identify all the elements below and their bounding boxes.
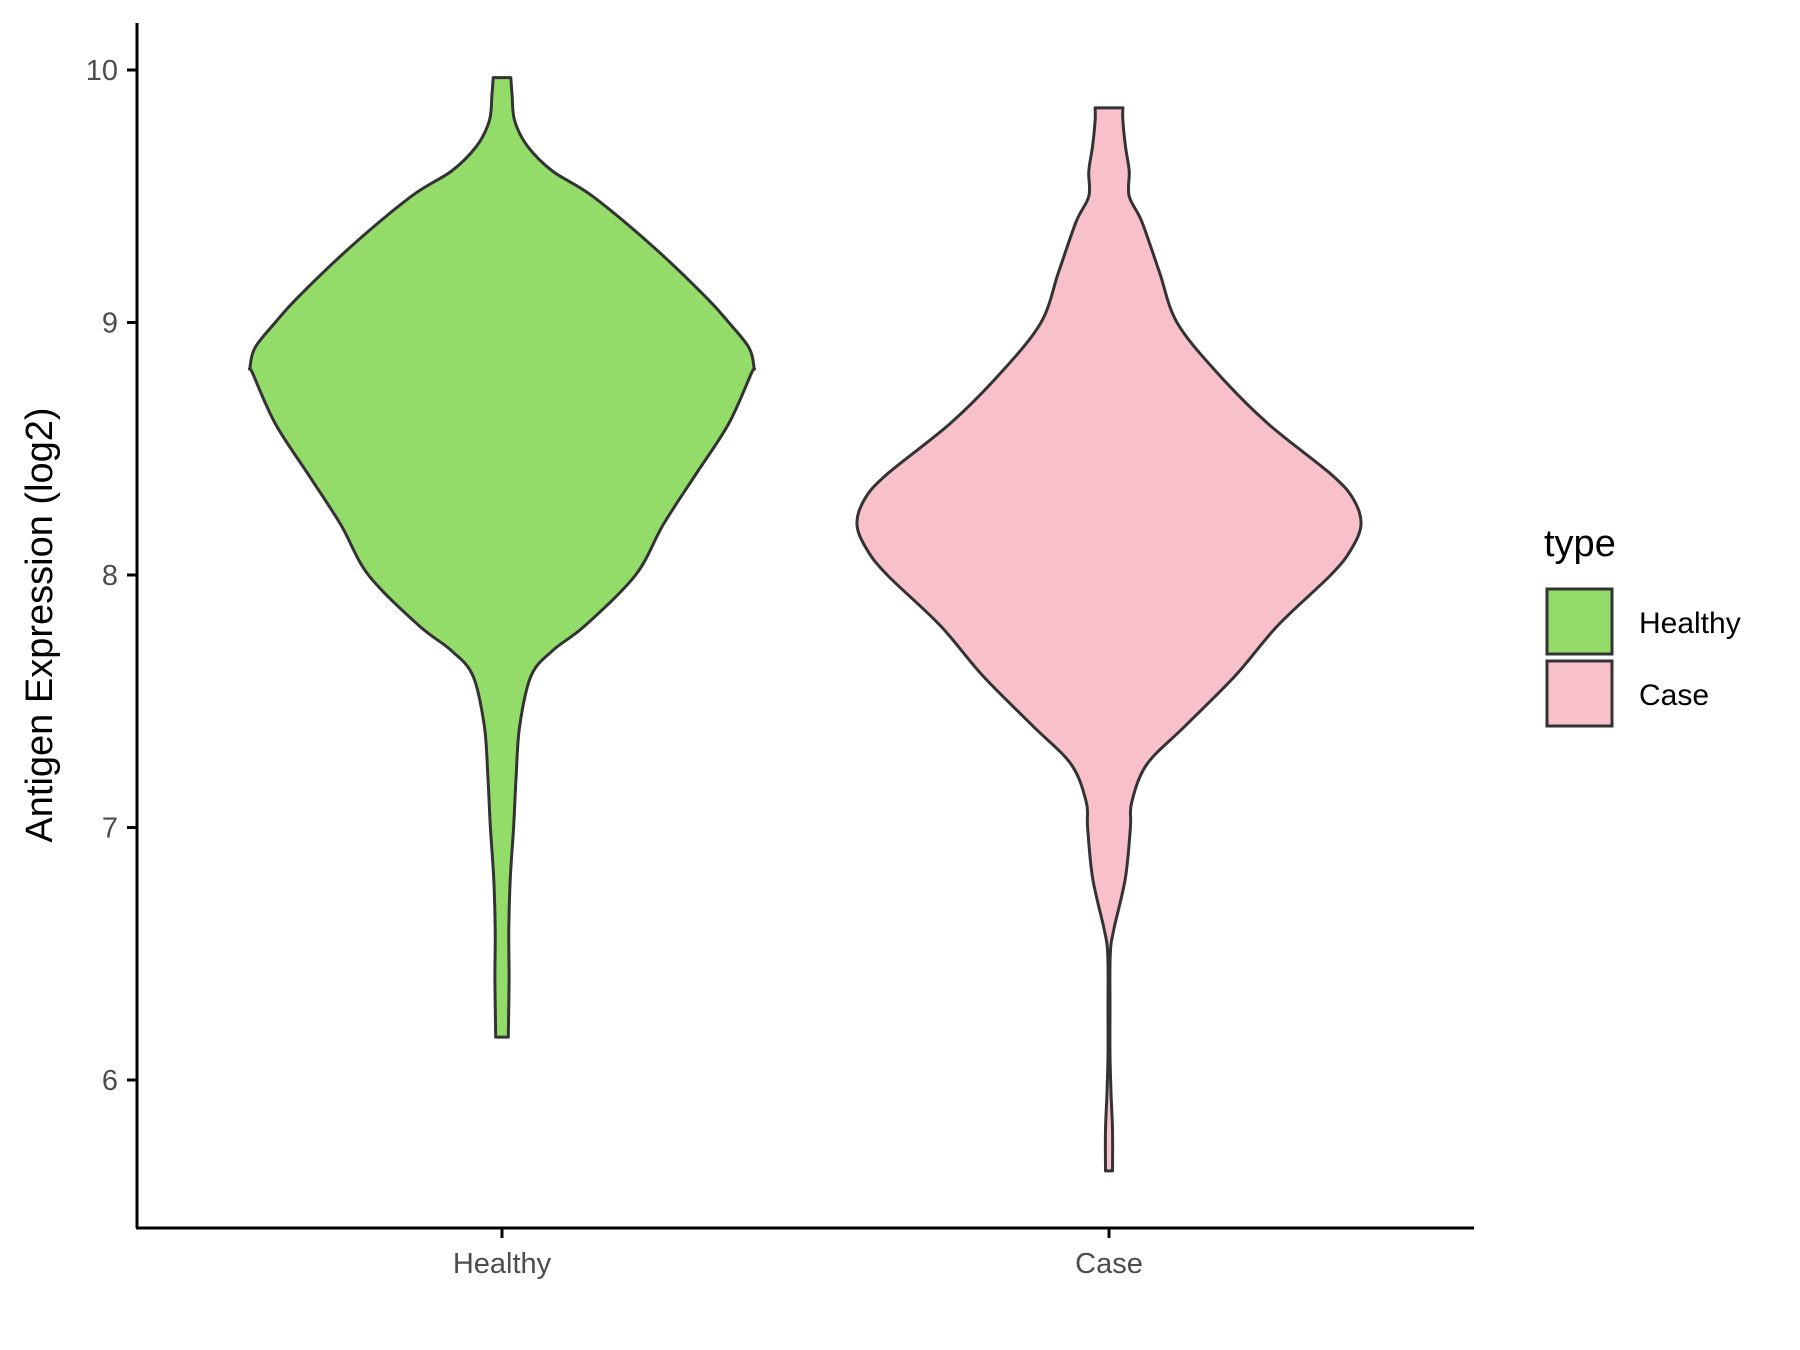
x-tick-label: Case	[1075, 1248, 1143, 1280]
y-tick-label: 6	[102, 1065, 118, 1097]
legend-label-healthy: Healthy	[1639, 607, 1741, 640]
violins-layer	[248, 76, 1363, 1173]
violin-case	[855, 106, 1363, 1173]
legend-label-case: Case	[1639, 679, 1709, 712]
y-tick-label: 8	[102, 560, 118, 592]
y-tick-label: 9	[102, 308, 118, 340]
y-tick-label: 7	[102, 813, 118, 845]
x-ticks: Healthy Case	[453, 1228, 1143, 1280]
legend-title: type	[1544, 523, 1616, 565]
legend-swatch-case	[1545, 659, 1614, 728]
violin-healthy	[248, 76, 756, 1039]
y-axis-title: Antigen Expression (log2)	[19, 407, 61, 842]
legend: type Healthy Case	[1544, 523, 1741, 728]
x-tick-label: Healthy	[453, 1248, 552, 1280]
y-ticks: 6 7 8 9 10	[86, 55, 137, 1097]
y-tick-label: 10	[86, 55, 118, 87]
legend-swatch-healthy	[1545, 587, 1614, 656]
